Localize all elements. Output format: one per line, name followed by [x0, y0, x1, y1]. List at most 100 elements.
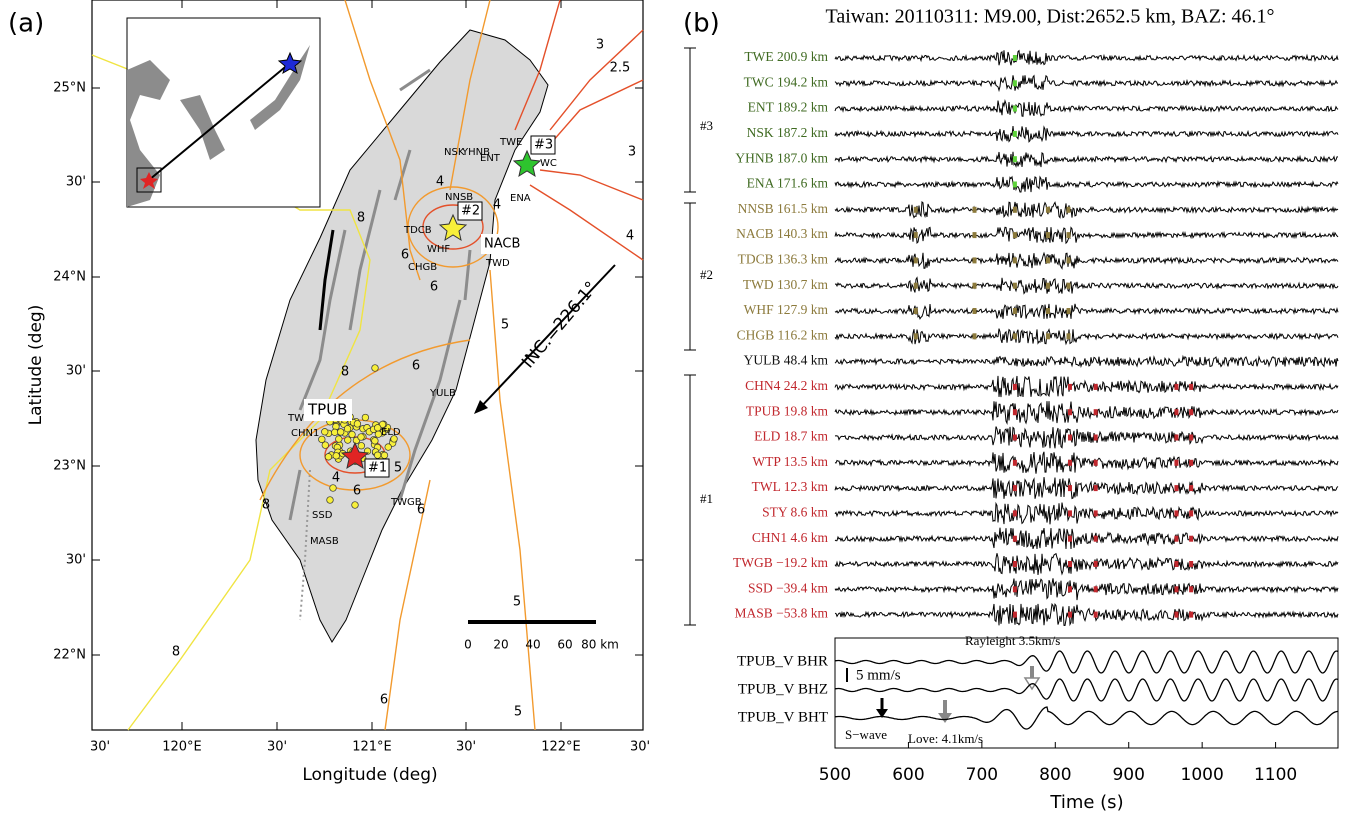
event: [331, 428, 339, 436]
event: [380, 451, 389, 459]
fault-dotted: [299, 469, 311, 621]
station-label: WTP 13.5 km: [752, 454, 828, 469]
phase-pick: [1093, 535, 1098, 542]
y-tick-label: 30': [66, 175, 86, 190]
station-label: TWL 12.3 km: [752, 479, 829, 494]
phase-pick: [1012, 383, 1017, 390]
contour-label: 8: [357, 211, 365, 226]
station-label: CHGB 116.2 km: [737, 327, 829, 342]
phase-pick: [913, 308, 918, 314]
component-trace: [834, 650, 1339, 674]
phase-pick: [1067, 434, 1072, 441]
phase-pick: [1067, 561, 1072, 567]
x-tick-label: 700: [966, 765, 998, 785]
label: (b): [683, 9, 720, 39]
annotation: Love: 4.1km/s: [908, 731, 983, 746]
event: [351, 501, 359, 509]
inset-star: [140, 172, 158, 189]
station-label: NNSB 161.5 km: [738, 201, 829, 216]
phase-pick: [972, 308, 977, 314]
event: [337, 428, 345, 436]
station-label: CHGB: [408, 262, 437, 273]
phase-pick: [1045, 206, 1050, 213]
phase-pick: [1067, 510, 1072, 517]
event: [390, 435, 398, 443]
event: [371, 437, 379, 445]
cluster-box: [457, 201, 483, 221]
event: [344, 436, 352, 444]
station-label: WHF: [427, 244, 450, 255]
trace: [834, 451, 1339, 474]
station-label: YULB: [429, 388, 456, 399]
station-label: TWD: [485, 258, 510, 269]
phase-pick: [1012, 459, 1017, 466]
contour-label: 3: [596, 38, 604, 53]
trace: [834, 401, 1339, 425]
y-tick-label: 23°N: [53, 459, 86, 474]
station-label: TDCB 136.3 km: [738, 251, 829, 266]
star-2: [438, 213, 468, 242]
station-label: NSK: [444, 147, 465, 158]
phase-pick: [1093, 459, 1098, 466]
event: [357, 442, 366, 450]
phase-pick: [1189, 535, 1194, 542]
phase-pick: [1012, 257, 1017, 264]
taiwan: [255, 29, 549, 643]
station-label: NSK 187.2 km: [747, 125, 829, 140]
phase-pick: [1189, 485, 1194, 492]
seismograms: [684, 47, 1339, 749]
station-label: TW: [287, 413, 304, 424]
phase-pick: [1189, 561, 1194, 567]
scale-label: 60: [557, 638, 572, 652]
station-label: TPUB 19.8 km: [746, 403, 829, 418]
station-label: NNSB: [445, 192, 473, 203]
scale-label: 0: [464, 638, 472, 652]
group-label: #2: [700, 267, 713, 282]
phase-pick: [1066, 333, 1071, 340]
phase-pick: [1045, 333, 1050, 340]
y-tick-label: 30': [66, 364, 86, 379]
station-label: TWD 130.7 km: [743, 277, 829, 292]
phase-pick: [1012, 434, 1017, 441]
phase-pick: [913, 257, 918, 264]
phase-pick: [1174, 535, 1179, 542]
station-label: ENT: [480, 153, 501, 164]
contour-label: 8: [262, 498, 270, 513]
phase-pick: [913, 206, 918, 213]
phase-pick: [913, 232, 918, 239]
phase-pick: [1189, 459, 1194, 466]
trace: [834, 375, 1339, 398]
phase-pick: [972, 206, 977, 213]
phase-pick: [1012, 333, 1017, 340]
phase-pick: [1067, 535, 1072, 542]
phase-pick: [1012, 206, 1017, 213]
trace: [834, 602, 1339, 627]
phase-pick: [1093, 409, 1098, 416]
cluster-label: #2: [461, 204, 480, 219]
fault-black: [318, 229, 335, 331]
s-arrow-head: [876, 709, 888, 718]
trace: [834, 578, 1339, 601]
star-3: [512, 149, 542, 178]
phase-pick: [1066, 282, 1071, 289]
trace: [834, 151, 1338, 168]
phase-pick: [1189, 409, 1194, 416]
component-label: TPUB_V BHZ: [738, 681, 828, 697]
trace: [834, 328, 1339, 346]
inset-box: [136, 167, 162, 193]
phase-pick: [1045, 257, 1050, 264]
contour-label: 4: [493, 198, 501, 213]
event: [361, 413, 370, 422]
phase-pick: [1174, 485, 1179, 492]
map: [91, 0, 644, 731]
phase-pick: [972, 333, 977, 340]
phase-pick: [1045, 282, 1050, 289]
x-tick-label: 800: [1039, 765, 1071, 785]
phase-pick: [1174, 611, 1179, 618]
station-label: MASB −53.8 km: [734, 606, 828, 621]
station-label: TDCB: [403, 225, 432, 236]
contour-label: 6: [417, 503, 425, 518]
annotation: Rayleight 3.5km/s: [965, 633, 1060, 648]
label-bg: [481, 234, 525, 254]
label: (a): [8, 9, 44, 39]
